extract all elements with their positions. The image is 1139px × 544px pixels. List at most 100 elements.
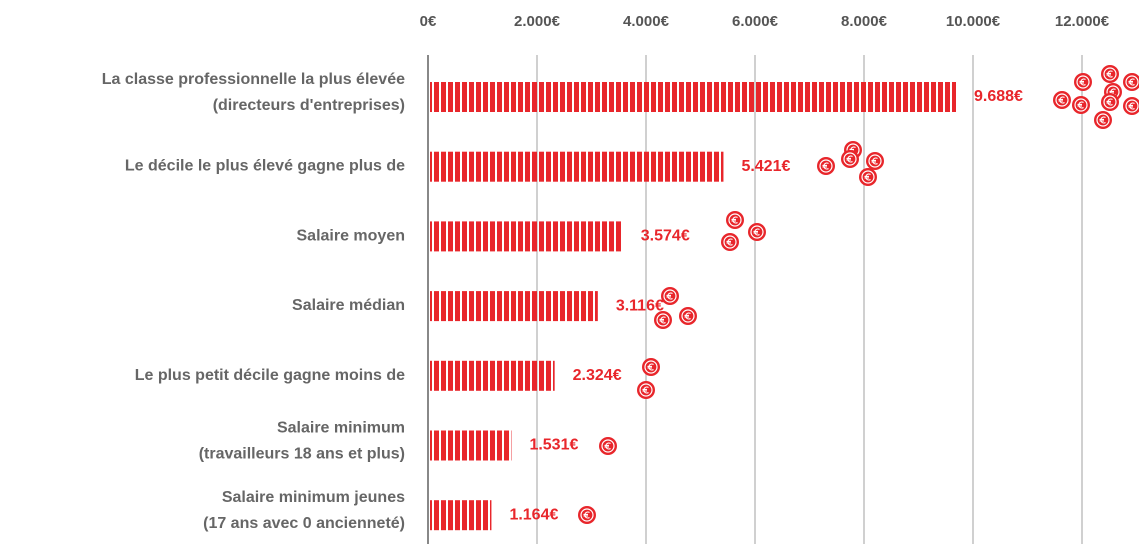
coin-symbol xyxy=(642,386,649,394)
x-tick-label: 8.000€ xyxy=(841,13,888,30)
coin-icon xyxy=(1074,73,1092,91)
coin-symbol xyxy=(659,316,666,324)
coin-ring xyxy=(1125,99,1139,113)
coin-icon xyxy=(642,358,660,376)
coin-icon xyxy=(1094,111,1112,129)
coin-icon xyxy=(1101,65,1119,83)
coin-symbol xyxy=(1106,98,1113,106)
coin-ring xyxy=(861,170,875,184)
coin-icon xyxy=(1123,73,1139,91)
bar xyxy=(430,291,598,322)
coin-icon xyxy=(726,211,744,229)
coin-ring xyxy=(728,213,742,227)
category-label: Salaire médian xyxy=(292,297,405,314)
x-tick-label: 12.000€ xyxy=(1055,13,1110,30)
coin-symbol xyxy=(1106,70,1113,78)
coin-ring xyxy=(681,309,695,323)
bar xyxy=(430,221,623,252)
coin-symbol xyxy=(731,216,738,224)
coin-ring xyxy=(1103,95,1117,109)
category-line: (travailleurs 18 ans et plus) xyxy=(199,446,405,463)
category-line: (directeurs d'entreprises) xyxy=(213,97,405,114)
bar xyxy=(430,360,555,391)
category-line: Salaire moyen xyxy=(297,228,406,245)
category-line: Le plus petit décile gagne moins de xyxy=(135,367,405,384)
coin-symbol xyxy=(1128,78,1135,86)
coin-symbol xyxy=(1128,102,1135,110)
coin-icon xyxy=(866,152,884,170)
category-label: Le plus petit décile gagne moins de xyxy=(135,367,405,384)
category-label: Salaire moyen xyxy=(297,228,406,245)
coin xyxy=(1123,73,1139,91)
category-line: (17 ans avec 0 ancienneté) xyxy=(203,515,405,532)
coin-icon xyxy=(599,437,617,455)
coin-ring xyxy=(644,360,658,374)
x-tick-label: 10.000€ xyxy=(946,13,1001,30)
coin-ring xyxy=(819,159,833,173)
coin-symbol xyxy=(753,228,760,236)
coin-icon xyxy=(721,233,739,251)
category-label: Salaire minimum (travailleurs 18 ans et p… xyxy=(199,420,405,463)
coin-ring xyxy=(601,439,615,453)
coin-symbol xyxy=(647,363,654,371)
coin-ring xyxy=(868,154,882,168)
x-tick-label: 6.000€ xyxy=(732,13,779,30)
category-line: Le décile le plus élevé gagne plus de xyxy=(125,158,405,175)
coin-ring xyxy=(663,289,677,303)
coin-symbol xyxy=(604,442,611,450)
coin-symbol xyxy=(1077,101,1084,109)
coin-ring xyxy=(1103,67,1117,81)
coin-symbol xyxy=(666,292,673,300)
category-label: Salaire minimum jeunes (17 ans avec 0 anc… xyxy=(203,489,405,532)
category-line: La classe professionnelle la plus élevée xyxy=(102,71,405,88)
coin-icon xyxy=(817,157,835,175)
coin-icon xyxy=(748,223,766,241)
coin-icon xyxy=(1101,93,1119,111)
value-label: 1.531€ xyxy=(529,437,578,454)
coin-icon xyxy=(859,168,877,186)
coin-icon xyxy=(1053,91,1071,109)
coin-icon xyxy=(637,381,655,399)
coin xyxy=(1123,97,1139,115)
category-line: Salaire minimum jeunes xyxy=(222,489,405,506)
value-label: 5.421€ xyxy=(741,158,790,175)
value-label: 1.164€ xyxy=(509,506,558,523)
category-label: Le décile le plus élevé gagne plus de xyxy=(125,158,405,175)
category-line: Salaire médian xyxy=(292,297,405,314)
bar xyxy=(430,500,492,531)
coin-icon xyxy=(1072,96,1090,114)
coin-symbol xyxy=(1079,78,1086,86)
coin-ring xyxy=(580,508,594,522)
coin-symbol xyxy=(726,238,733,246)
coin-ring xyxy=(1096,113,1110,127)
value-label: 2.324€ xyxy=(573,367,622,384)
coin-ring xyxy=(1055,93,1069,107)
bar xyxy=(430,430,512,461)
bar xyxy=(430,151,724,182)
value-label: 9.688€ xyxy=(974,88,1023,105)
coin-symbol xyxy=(822,162,829,170)
coin-ring xyxy=(1125,75,1139,89)
coin-icon xyxy=(654,311,672,329)
coin-icon xyxy=(679,307,697,325)
coin-ring xyxy=(1076,75,1090,89)
category-line: Salaire minimum xyxy=(277,420,405,437)
coin-ring xyxy=(656,313,670,327)
category-label: La classe professionnelle la plus élevée… xyxy=(102,71,405,114)
value-label: 3.574€ xyxy=(641,228,690,245)
x-tick-label: 4.000€ xyxy=(623,13,670,30)
coin-symbol xyxy=(864,173,871,181)
coin-symbol xyxy=(583,511,590,519)
coin-ring xyxy=(639,383,653,397)
coin-icon xyxy=(841,150,859,168)
coin-ring xyxy=(1074,98,1088,112)
coin-ring xyxy=(843,152,857,166)
coin-symbol xyxy=(846,155,853,163)
coin-symbol xyxy=(871,157,878,165)
coin-icon xyxy=(1123,97,1139,115)
coin-ring xyxy=(750,225,764,239)
value-label: 3.116€ xyxy=(616,297,664,314)
coin-symbol xyxy=(1058,96,1065,104)
coin-symbol xyxy=(1099,116,1106,124)
